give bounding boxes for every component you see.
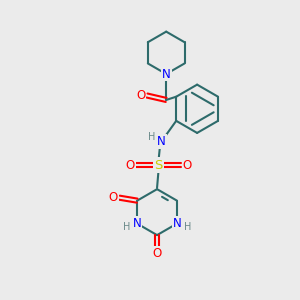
Text: S: S xyxy=(154,158,163,172)
Text: O: O xyxy=(125,158,135,172)
Text: H: H xyxy=(123,222,130,232)
Text: H: H xyxy=(184,222,191,232)
Text: H: H xyxy=(148,132,155,142)
Text: O: O xyxy=(152,248,162,260)
Text: N: N xyxy=(162,68,171,80)
Text: O: O xyxy=(182,158,192,172)
Text: N: N xyxy=(157,135,166,148)
Text: O: O xyxy=(108,191,118,204)
Text: N: N xyxy=(133,217,142,230)
Text: N: N xyxy=(172,217,181,230)
Text: O: O xyxy=(136,89,145,102)
